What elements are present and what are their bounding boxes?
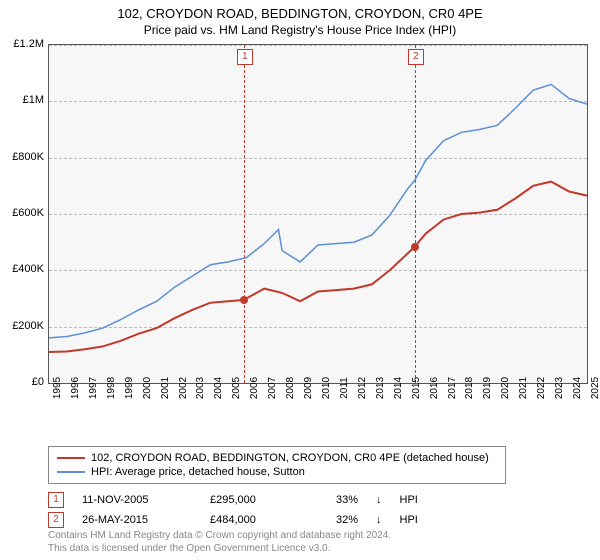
transaction-pct: 33%: [318, 494, 358, 506]
x-tick-label: 1998: [106, 377, 117, 399]
x-tick-label: 1997: [88, 377, 99, 399]
transaction-num: 2: [48, 512, 64, 528]
x-tick-label: 1996: [70, 377, 81, 399]
marker-dot: [411, 243, 419, 251]
transaction-date: 26-MAY-2015: [82, 514, 192, 526]
legend-swatch: [57, 457, 85, 459]
x-tick-label: 2003: [195, 377, 206, 399]
legend-label: HPI: Average price, detached house, Sutt…: [91, 466, 305, 478]
x-tick-label: 2012: [357, 377, 368, 399]
series-hpi: [49, 84, 587, 338]
legend-swatch: [57, 471, 85, 473]
legend-label: 102, CROYDON ROAD, BEDDINGTON, CROYDON, …: [91, 452, 489, 464]
x-tick-label: 2007: [267, 377, 278, 399]
transaction-pct: 32%: [318, 514, 358, 526]
x-tick-label: 1995: [52, 377, 63, 399]
transaction-date: 11-NOV-2005: [82, 494, 192, 506]
transaction-row: 2 26-MAY-2015 £484,000 32% ↓ HPI: [48, 510, 418, 530]
y-tick-label: £200K: [2, 320, 44, 332]
transaction-price: £484,000: [210, 514, 300, 526]
y-tick-label: £1.2M: [2, 38, 44, 50]
x-tick-label: 2023: [554, 377, 565, 399]
marker-dot: [240, 296, 248, 304]
down-arrow-icon: ↓: [376, 494, 382, 506]
x-tick-label: 2004: [213, 377, 224, 399]
x-tick-label: 2017: [447, 377, 458, 399]
x-tick-label: 2016: [429, 377, 440, 399]
footer-line1: Contains HM Land Registry data © Crown c…: [48, 530, 391, 543]
x-tick-label: 2024: [572, 377, 583, 399]
series-property: [49, 182, 587, 352]
x-tick-label: 2005: [231, 377, 242, 399]
x-tick-label: 2013: [375, 377, 386, 399]
x-tick-label: 2010: [321, 377, 332, 399]
y-tick-label: £600K: [2, 207, 44, 219]
footer: Contains HM Land Registry data © Crown c…: [48, 530, 391, 555]
y-tick-label: £1M: [2, 94, 44, 106]
x-tick-label: 2011: [339, 377, 350, 399]
transaction-suffix: HPI: [400, 514, 418, 526]
plot-area: 12: [48, 44, 588, 384]
transaction-row: 1 11-NOV-2005 £295,000 33% ↓ HPI: [48, 490, 418, 510]
x-tick-label: 2018: [464, 377, 475, 399]
x-tick-label: 2015: [411, 377, 422, 399]
legend-item: HPI: Average price, detached house, Sutt…: [57, 465, 497, 479]
page-title: 102, CROYDON ROAD, BEDDINGTON, CROYDON, …: [0, 0, 600, 21]
x-tick-label: 2006: [249, 377, 260, 399]
down-arrow-icon: ↓: [376, 514, 382, 526]
transaction-suffix: HPI: [400, 494, 418, 506]
x-tick-label: 2021: [518, 377, 529, 399]
page-subtitle: Price paid vs. HM Land Registry's House …: [0, 21, 600, 41]
transaction-num: 1: [48, 492, 64, 508]
legend: 102, CROYDON ROAD, BEDDINGTON, CROYDON, …: [48, 446, 506, 484]
x-tick-label: 2009: [303, 377, 314, 399]
x-tick-label: 2001: [160, 377, 171, 399]
footer-line2: This data is licensed under the Open Gov…: [48, 543, 391, 556]
x-tick-label: 2014: [393, 377, 404, 399]
x-tick-label: 2000: [142, 377, 153, 399]
x-tick-label: 2022: [536, 377, 547, 399]
x-tick-label: 2025: [590, 377, 600, 399]
legend-item: 102, CROYDON ROAD, BEDDINGTON, CROYDON, …: [57, 451, 497, 465]
transactions-table: 1 11-NOV-2005 £295,000 33% ↓ HPI 2 26-MAY-2015 £…: [48, 490, 418, 530]
x-tick-label: 2020: [500, 377, 511, 399]
x-tick-label: 2008: [285, 377, 296, 399]
y-tick-label: £0: [2, 376, 44, 388]
transaction-price: £295,000: [210, 494, 300, 506]
chart-svg: [49, 45, 587, 383]
x-tick-label: 1999: [124, 377, 135, 399]
y-tick-label: £800K: [2, 151, 44, 163]
x-tick-label: 2019: [482, 377, 493, 399]
x-tick-label: 2002: [178, 377, 189, 399]
chart: 12 £0£200K£400K£600K£800K£1M£1.2M 199519…: [48, 44, 588, 414]
y-tick-label: £400K: [2, 263, 44, 275]
